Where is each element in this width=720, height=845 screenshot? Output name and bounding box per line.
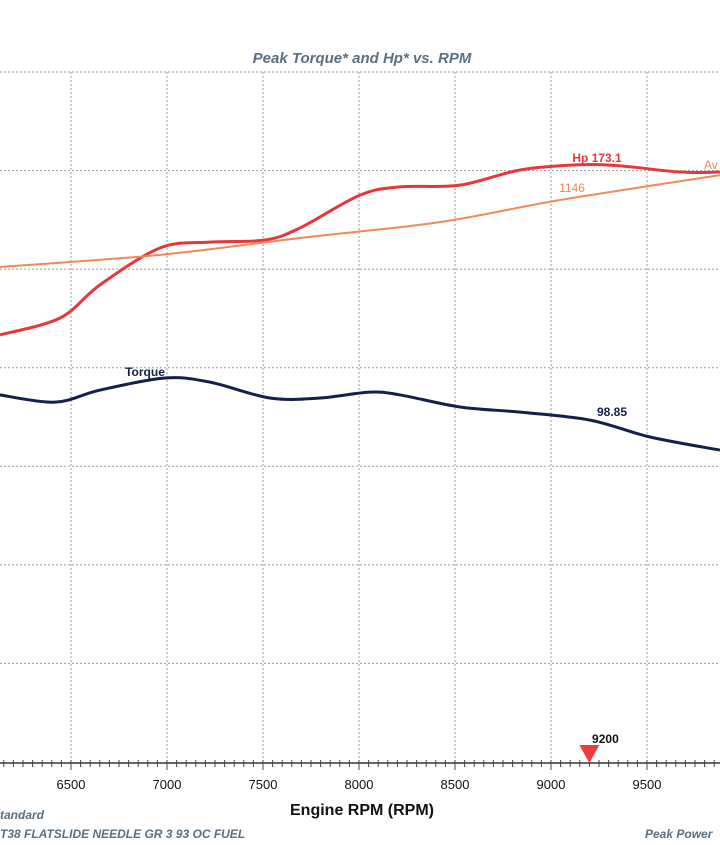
footer-description: T38 FLATSLIDE NEEDLE GR 3 93 OC FUEL [0,827,245,841]
torque-value-label: 98.85 [597,405,627,419]
x-tick-label: 9000 [537,777,566,792]
hp-peak-label: Hp 173.1 [572,151,622,165]
grid [0,71,720,762]
x-tick-label: 9500 [633,777,662,792]
rpm-marker-label: 9200 [592,732,619,746]
series-line-avg [0,174,720,268]
rpm-marker-triangle [579,745,600,763]
footer-standard: Standard [0,808,45,822]
x-tick-label: 8500 [441,777,470,792]
series-lines [0,163,720,452]
avg-value-label: 1146 [559,181,585,195]
torque-label: Torque [125,365,165,379]
x-axis: 6500 7000 7500 8000 8500 9000 9500 [0,760,720,792]
series-line-torque [0,376,720,452]
x-tick-label: 6500 [57,777,86,792]
x-tick-label: 8000 [345,777,374,792]
footer-peak-power: Peak Power [645,827,714,841]
x-tick-label: 7000 [153,777,182,792]
x-tick-label: 7500 [249,777,278,792]
series-line-hp [0,163,720,337]
avg-edge-label: Av [704,158,718,172]
chart-title: Peak Torque* and Hp* vs. RPM [253,50,472,67]
x-axis-title: Engine RPM (RPM) [290,802,434,819]
